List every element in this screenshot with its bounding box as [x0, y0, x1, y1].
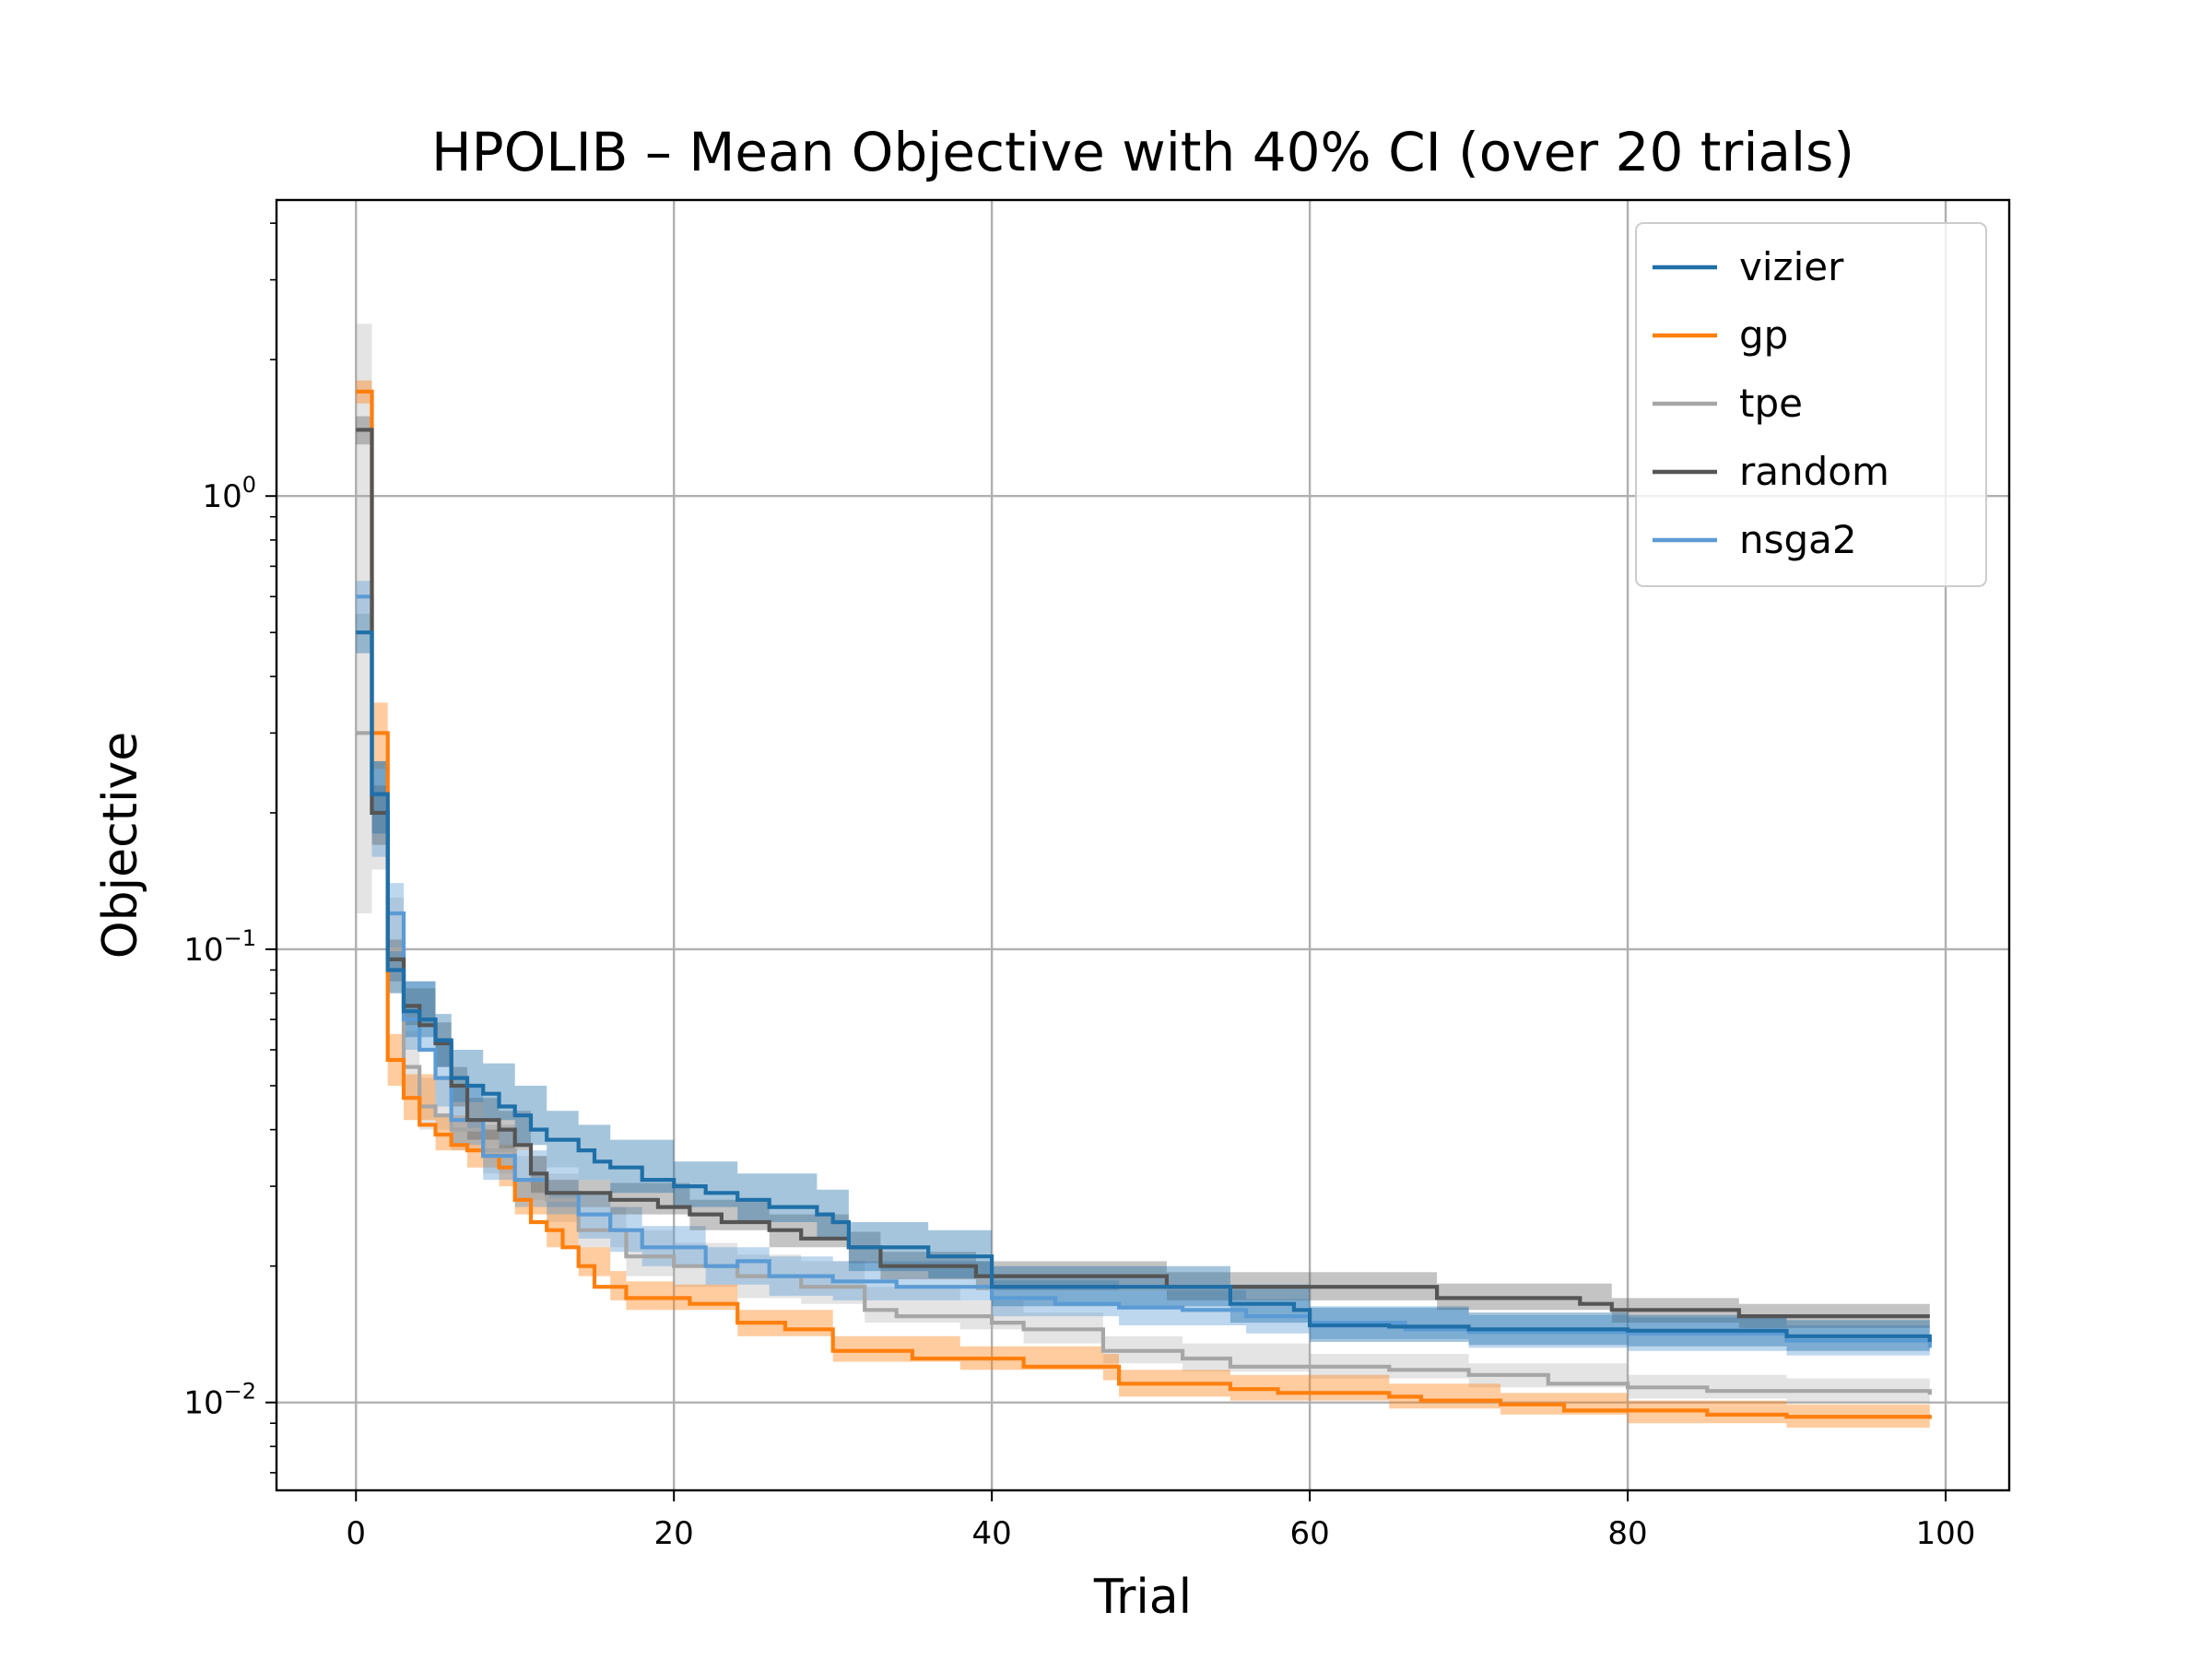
series-line-gp — [356, 389, 1932, 1419]
x-axis-label: Trial — [1093, 1570, 1192, 1625]
legend-label-vizier: vizier — [1739, 244, 1844, 289]
legend-label-random: random — [1739, 449, 1889, 494]
series-line-nsga2 — [356, 594, 1932, 1348]
legend-label-gp: gp — [1739, 312, 1788, 358]
legend-label-tpe: tpe — [1739, 381, 1803, 426]
x-tick-label: 40 — [972, 1515, 1012, 1552]
x-axis: 0 20 40 60 80 100 — [346, 1490, 1975, 1552]
x-tick-label: 0 — [346, 1515, 366, 1552]
y-axis-label: Objective — [93, 732, 148, 959]
x-tick-label: 80 — [1607, 1515, 1647, 1552]
legend: vizier gp tpe random nsga2 — [1635, 222, 1987, 587]
y-tick-label: 10−2 — [183, 1379, 256, 1422]
y-axis: 100 10−1 10−2 — [183, 222, 276, 1474]
y-tick-label: 100 — [202, 472, 256, 515]
x-tick-label: 100 — [1916, 1515, 1976, 1552]
plot-area — [275, 198, 2011, 1492]
chart-title: HPOLIB – Mean Objective with 40% CI (ove… — [431, 121, 1854, 183]
x-tick-label: 60 — [1289, 1515, 1329, 1552]
legend-box — [1635, 222, 1987, 587]
series-line-tpe — [356, 731, 1932, 1395]
x-tick-label: 20 — [654, 1515, 694, 1552]
legend-label-nsga2: nsga2 — [1739, 517, 1857, 562]
series-lines — [356, 389, 1932, 1419]
series-line-vizier — [356, 630, 1932, 1342]
y-tick-label: 10−1 — [183, 925, 256, 969]
